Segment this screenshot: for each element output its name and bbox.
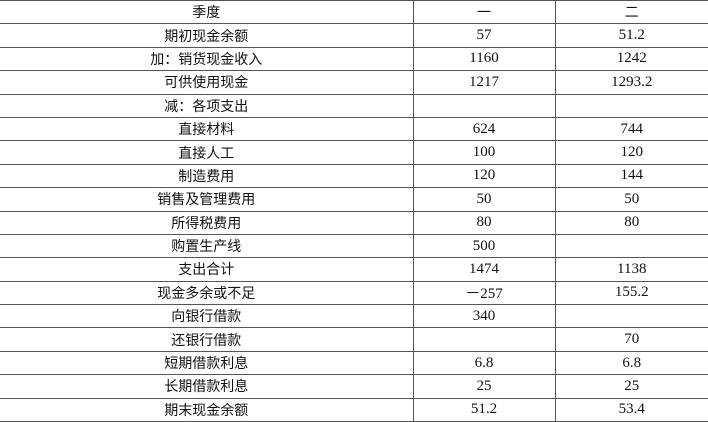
table-row: 现金多余或不足 －257 155.2 <box>0 280 708 306</box>
table-row: 期末现金余额 51.2 53.4 <box>0 397 708 422</box>
table-row: 期初现金余额 57 51.2 <box>0 23 708 48</box>
cell-q1 <box>412 327 555 352</box>
cell-q1: 340 <box>412 304 555 329</box>
cell-q1: 100 <box>412 140 555 165</box>
table-row: 短期借款利息 6.8 6.8 <box>0 350 708 376</box>
cell-label: 向银行借款 <box>0 304 413 329</box>
cell-label: 直接材料 <box>0 116 413 142</box>
table-row: 直接材料 624 744 <box>0 116 708 142</box>
table-row: 加：销货现金收入 1160 1242 <box>0 46 708 72</box>
cell-label: 还银行借款 <box>0 327 413 352</box>
cell-label: 期初现金余额 <box>0 23 413 48</box>
cell-label: 购置生产线 <box>0 233 413 259</box>
cell-label: 长期借款利息 <box>0 374 413 399</box>
header-q2: 二 <box>554 0 708 25</box>
table-row: 还银行借款 70 <box>0 327 708 352</box>
cell-q2 <box>554 93 708 118</box>
cell-q1: 80 <box>412 210 555 235</box>
cell-label: 直接人工 <box>0 140 413 165</box>
cell-q1: 6.8 <box>412 350 555 376</box>
header-row: 季度 一 二 <box>0 0 708 25</box>
cell-q2: 1242 <box>554 46 708 72</box>
cell-q1: 25 <box>412 374 555 399</box>
cell-label: 支出合计 <box>0 257 413 282</box>
table-row: 长期借款利息 25 25 <box>0 374 708 399</box>
cell-q2: 70 <box>554 327 708 352</box>
cell-q2: 144 <box>554 163 708 189</box>
cell-q1 <box>412 93 555 118</box>
table-row: 减：各项支出 <box>0 93 708 118</box>
table-row: 所得税费用 80 80 <box>0 210 708 235</box>
header-q1: 一 <box>412 0 555 25</box>
cell-q2: 120 <box>554 140 708 165</box>
cell-q2: 51.2 <box>554 23 708 48</box>
cell-q1: 1217 <box>412 70 555 95</box>
table-row: 支出合计 1474 1138 <box>0 257 708 282</box>
cell-q2: 744 <box>554 116 708 142</box>
table-row: 销售及管理费用 50 50 <box>0 187 708 212</box>
cell-label: 减：各项支出 <box>0 93 413 118</box>
cell-q2: 80 <box>554 210 708 235</box>
table-row: 购置生产线 500 <box>0 233 708 259</box>
table-row: 向银行借款 340 <box>0 304 708 329</box>
cell-q2: 50 <box>554 187 708 212</box>
cell-q1: 1474 <box>412 257 555 282</box>
cell-q2: 155.2 <box>554 280 708 306</box>
cell-label: 所得税费用 <box>0 210 413 235</box>
cell-q1: －257 <box>412 280 555 306</box>
cell-label: 加：销货现金收入 <box>0 46 413 72</box>
cell-q2: 25 <box>554 374 708 399</box>
cell-q1: 500 <box>412 233 555 259</box>
cell-label: 制造费用 <box>0 163 413 189</box>
cell-q1: 120 <box>412 163 555 189</box>
cell-q1: 50 <box>412 187 555 212</box>
cell-q2: 1293.2 <box>554 70 708 95</box>
cell-label: 销售及管理费用 <box>0 187 413 212</box>
cell-q2: 6.8 <box>554 350 708 376</box>
cell-q1: 624 <box>412 116 555 142</box>
cell-q2: 53.4 <box>554 397 708 422</box>
cell-q1: 51.2 <box>412 397 555 422</box>
cell-label: 短期借款利息 <box>0 350 413 376</box>
table-row: 制造费用 120 144 <box>0 163 708 189</box>
cell-label: 可供使用现金 <box>0 70 413 95</box>
cell-q1: 1160 <box>412 46 555 72</box>
table-row: 可供使用现金 1217 1293.2 <box>0 70 708 95</box>
cell-q2: 1138 <box>554 257 708 282</box>
cell-q2 <box>554 233 708 259</box>
cell-q1: 57 <box>412 23 555 48</box>
table-row: 直接人工 100 120 <box>0 140 708 165</box>
cell-label: 期末现金余额 <box>0 397 413 422</box>
cell-label: 现金多余或不足 <box>0 280 413 306</box>
cell-q2 <box>554 304 708 329</box>
header-label: 季度 <box>0 0 413 25</box>
